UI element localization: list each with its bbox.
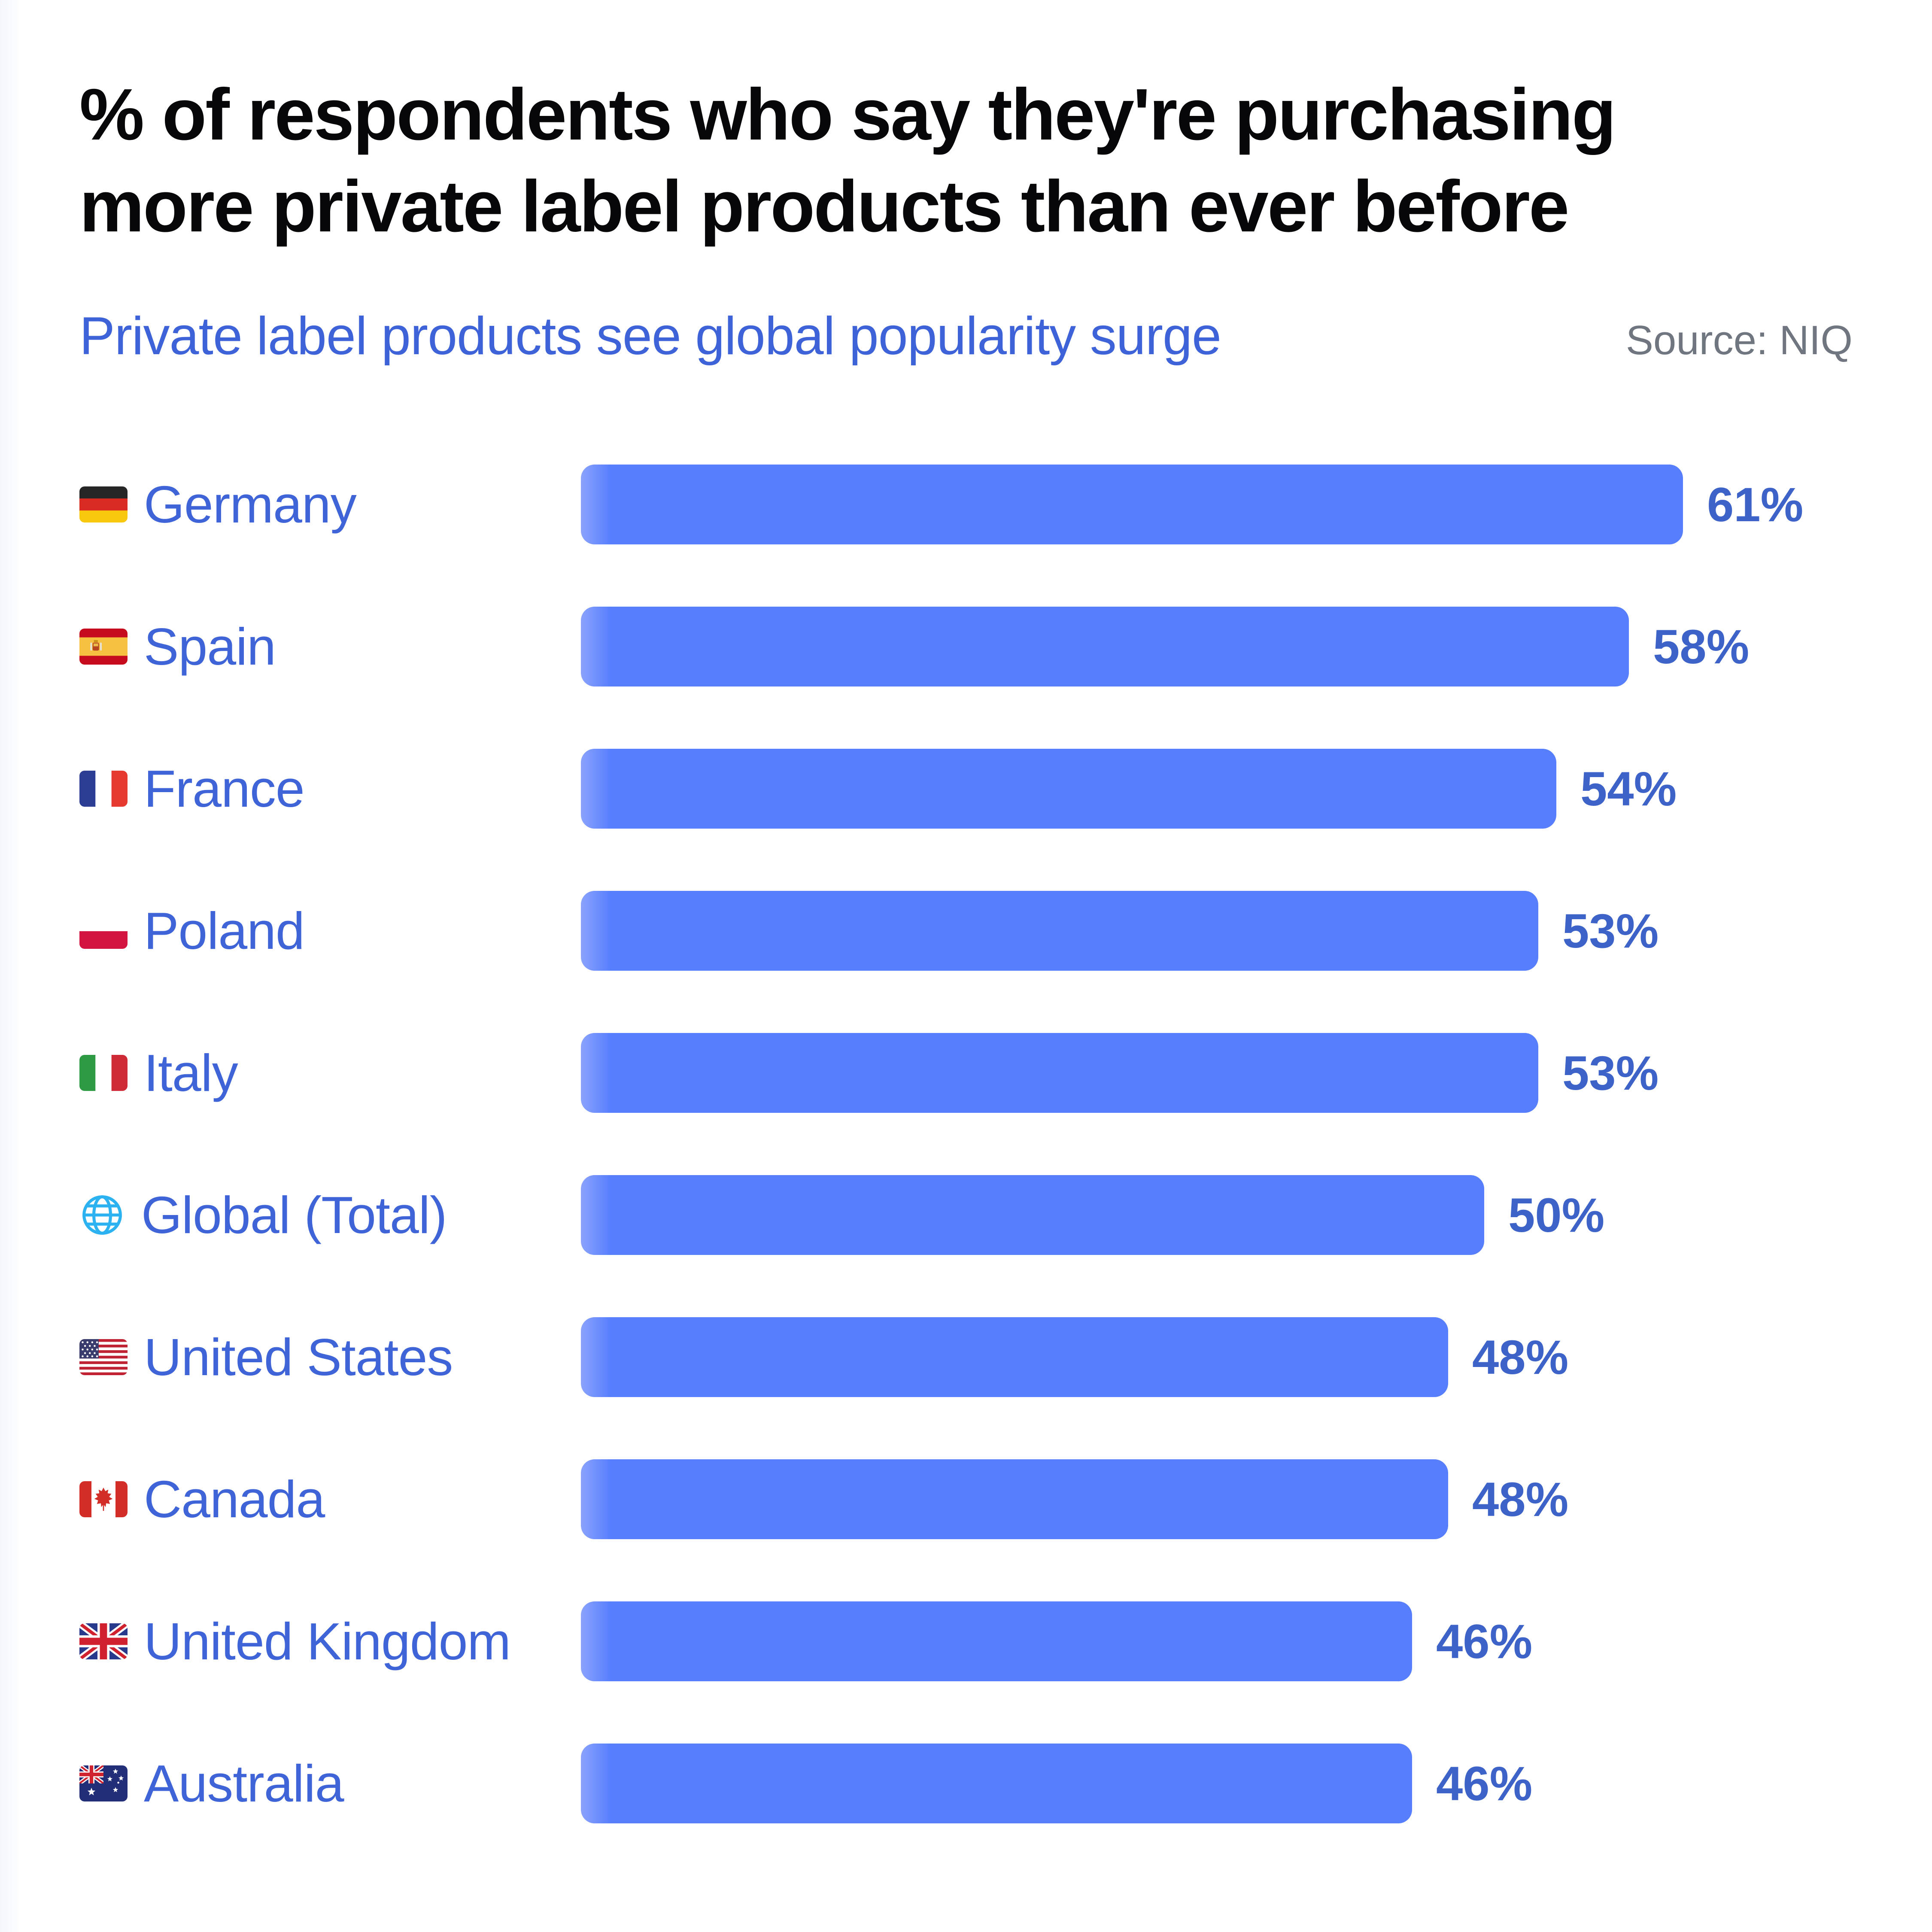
bar-area: 50% [581, 1175, 1853, 1255]
bar-area: 53% [581, 1033, 1853, 1113]
value-label: 46% [1436, 1614, 1533, 1668]
row-label: Global (Total) [79, 1185, 581, 1245]
bar-area: 54% [581, 749, 1853, 829]
country-label: Canada [144, 1470, 325, 1529]
chart-row-united-states: United States 48% [79, 1317, 1853, 1397]
flag-italy-icon [79, 1055, 128, 1091]
bar-area: 58% [581, 607, 1853, 687]
bar-area: 46% [581, 1601, 1853, 1682]
row-label: Canada [79, 1469, 581, 1529]
value-label: 50% [1508, 1188, 1605, 1242]
country-label: Poland [144, 902, 305, 960]
value-label: 53% [1562, 904, 1659, 958]
value-label: 48% [1472, 1472, 1569, 1526]
country-label: United Kingdom [144, 1612, 511, 1671]
globe-icon [79, 1192, 125, 1238]
chart-row-united-kingdom: United Kingdom 46% [79, 1601, 1853, 1682]
country-label: United States [144, 1328, 453, 1387]
bar-area: 46% [581, 1744, 1853, 1824]
flag-germany-icon [79, 486, 128, 523]
flag-australia-icon [79, 1765, 128, 1802]
bar-poland [581, 891, 1538, 971]
flag-united-kingdom-icon [79, 1623, 128, 1660]
chart-row-poland: Poland 53% [79, 891, 1853, 971]
chart-row-germany: Germany 61% [79, 465, 1853, 545]
value-label: 54% [1580, 762, 1677, 816]
row-label: Germany [79, 474, 581, 535]
bar-area: 48% [581, 1317, 1853, 1397]
page-title-line2: more private label products than ever be… [79, 166, 1569, 248]
bar-chart: Germany 61% Spain 58% [79, 465, 1853, 1824]
country-label: Italy [144, 1044, 238, 1103]
bar-united-states [581, 1317, 1448, 1397]
bar-global-total [581, 1175, 1484, 1255]
value-label: 58% [1653, 620, 1750, 674]
value-label: 48% [1472, 1330, 1569, 1384]
country-label: Spain [144, 617, 276, 676]
bar-spain [581, 607, 1629, 687]
value-label: 46% [1436, 1756, 1533, 1810]
flag-poland-icon [79, 913, 128, 949]
value-label: 53% [1562, 1046, 1659, 1100]
bar-area: 53% [581, 891, 1853, 971]
bar-area: 48% [581, 1459, 1853, 1540]
bar-australia [581, 1744, 1412, 1824]
chart-row-italy: Italy 53% [79, 1033, 1853, 1113]
chart-row-spain: Spain 58% [79, 607, 1853, 687]
page-title-line1: % of respondents who say they're purchas… [79, 74, 1616, 155]
bar-italy [581, 1033, 1538, 1113]
flag-canada-icon [79, 1481, 128, 1518]
country-label: Australia [144, 1754, 344, 1813]
row-label: United States [79, 1327, 581, 1387]
bar-germany [581, 465, 1683, 545]
country-label: Global (Total) [141, 1186, 447, 1245]
flag-united-states-icon [79, 1339, 128, 1376]
country-label: France [144, 759, 305, 818]
chart-row-canada: Canada 48% [79, 1459, 1853, 1540]
bar-canada [581, 1459, 1448, 1540]
flag-france-icon [79, 771, 128, 807]
country-label: Germany [144, 475, 357, 534]
bar-area: 61% [581, 465, 1853, 545]
row-label: France [79, 759, 581, 819]
row-label: Australia [79, 1753, 581, 1814]
chart-row-global-total: Global (Total) 50% [79, 1175, 1853, 1255]
chart-row-france: France 54% [79, 749, 1853, 829]
value-label: 61% [1707, 477, 1804, 532]
chart-subtitle: Private label products see global popula… [79, 307, 1221, 366]
bar-france [581, 749, 1556, 829]
infographic-page: % of respondents who say they're purchas… [79, 69, 1853, 1824]
row-label: United Kingdom [79, 1611, 581, 1671]
page-title: % of respondents who say they're purchas… [79, 69, 1853, 252]
subtitle-row: Private label products see global popula… [79, 304, 1853, 368]
source-credit: Source: NIQ [1625, 317, 1853, 364]
chart-row-australia: Australia 46% [79, 1744, 1853, 1824]
bar-united-kingdom [581, 1601, 1412, 1682]
row-label: Spain [79, 617, 581, 677]
row-label: Italy [79, 1043, 581, 1103]
row-label: Poland [79, 901, 581, 961]
flag-spain-icon [79, 629, 128, 665]
